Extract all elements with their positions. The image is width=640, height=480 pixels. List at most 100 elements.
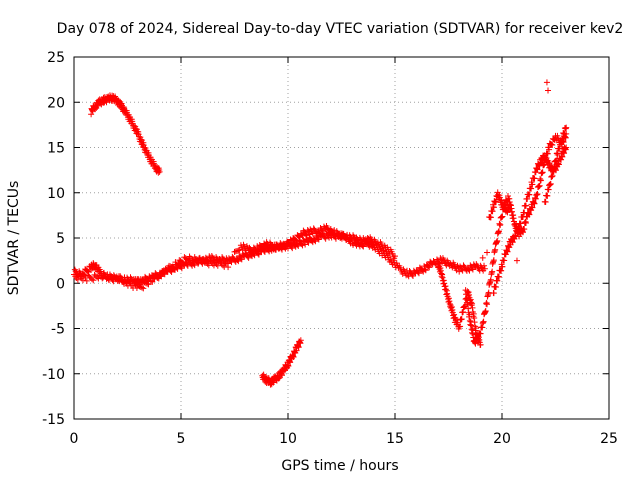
- data-point-arc-4: [99, 275, 106, 282]
- data-point-arc-9: [555, 161, 562, 168]
- data-point-arc-7: [501, 257, 508, 264]
- data-point-arc-4: [282, 242, 289, 249]
- data-point-arc-8: [526, 211, 533, 218]
- data-point-arc-3: [426, 264, 433, 271]
- data-point-arc-4: [154, 274, 161, 281]
- data-point-arc-7: [531, 175, 538, 182]
- data-point-arc-4: [286, 241, 293, 248]
- data-point-arc-3: [422, 267, 429, 274]
- grid-lines: [74, 57, 609, 419]
- data-point-arc-4: [298, 231, 305, 238]
- data-point-arc-3: [314, 235, 321, 242]
- data-point-arc-4: [166, 262, 173, 269]
- data-point-arc-4: [149, 278, 156, 285]
- data-point-arc-6: [480, 318, 487, 325]
- data-point-arc-4: [249, 249, 256, 256]
- data-point-arc-4: [155, 275, 162, 282]
- data-point-outliers: [513, 257, 520, 264]
- data-point-arc-8: [489, 208, 496, 215]
- data-point-arc-4: [158, 270, 165, 277]
- data-point-arc-4: [169, 264, 176, 271]
- data-point-arc-4: [273, 246, 280, 253]
- data-point-arc-6: [477, 330, 484, 337]
- data-point-arc-2: [293, 347, 300, 354]
- data-point-arc-4: [139, 284, 146, 291]
- data-point-arc-6: [494, 237, 501, 244]
- data-point-arc-9: [549, 172, 556, 179]
- data-point-arc-4: [150, 273, 157, 280]
- data-point-arc-6: [474, 338, 481, 345]
- data-point-arc-2: [297, 337, 304, 344]
- data-point-arc-3: [305, 239, 312, 246]
- data-point-arc-4: [223, 260, 230, 267]
- data-point-arc-3: [295, 242, 302, 249]
- data-point-arc-3: [421, 266, 428, 273]
- y-tick-label: -5: [51, 322, 65, 338]
- data-point-arc-4: [135, 282, 142, 289]
- data-point-arc-8: [529, 204, 536, 211]
- data-point-arc-6: [492, 246, 499, 253]
- data-point-outliers: [484, 249, 491, 256]
- data-point-arc-4: [183, 255, 190, 262]
- data-point-arc-8: [534, 191, 541, 198]
- data-point-arc-3: [315, 236, 322, 243]
- data-point-arc-4: [159, 270, 166, 277]
- data-point-arc-4: [260, 246, 267, 253]
- data-point-arc-4: [392, 253, 398, 260]
- y-tick-label: 15: [47, 141, 65, 157]
- data-point-arc-3: [415, 270, 422, 277]
- data-point-arc-3: [409, 273, 416, 280]
- data-point-arc-3: [191, 262, 198, 269]
- y-tick-label: -15: [42, 412, 65, 428]
- data-point-arc-3: [294, 241, 301, 248]
- x-tick-label: 5: [177, 431, 186, 447]
- data-point-arc-2: [285, 362, 292, 369]
- data-point-arc-3: [481, 262, 488, 269]
- data-point-arc-8: [536, 182, 543, 189]
- data-point-arc-4: [364, 235, 371, 241]
- data-point-arc-4: [180, 259, 187, 266]
- y-tick-label: 5: [56, 231, 65, 247]
- data-point-arc-4: [151, 273, 158, 280]
- data-point-arc-4: [359, 242, 366, 249]
- data-point-arc-3: [235, 258, 242, 265]
- data-point-arc-2: [270, 379, 277, 386]
- data-point-arc-4: [144, 280, 151, 287]
- data-point-arc-8: [537, 177, 544, 184]
- data-point-arc-4: [172, 259, 179, 266]
- data-point-arc-4: [230, 255, 237, 262]
- data-point-arc-3: [312, 238, 319, 245]
- data-point-arc-8: [490, 204, 497, 211]
- data-point-arc-4: [348, 235, 355, 242]
- data-point-arc-3: [302, 241, 309, 248]
- data-point-arc-3: [178, 264, 184, 271]
- data-point-arc-7: [534, 166, 541, 173]
- data-point-arc-7: [499, 263, 506, 270]
- data-point-arc-3: [234, 256, 241, 263]
- data-point-arc-6: [466, 311, 473, 318]
- x-tick-label: 15: [386, 431, 404, 447]
- data-point-arc-4: [146, 275, 153, 282]
- data-point-arc-8: [549, 141, 556, 148]
- data-point-arc-8: [528, 207, 535, 214]
- data-point-arc-8: [539, 169, 546, 176]
- y-tick-label: 25: [47, 50, 65, 66]
- data-point-arc-8: [521, 226, 528, 233]
- data-point-arc-6: [497, 221, 504, 228]
- data-point-arc-7: [496, 273, 503, 280]
- data-point-arc-3: [415, 269, 422, 276]
- data-point-arc-7: [506, 244, 513, 251]
- data-point-arc-7: [529, 181, 536, 188]
- data-point-arc-5: [442, 286, 449, 293]
- data-point-arc-3: [299, 242, 306, 249]
- data-point-arc-4: [173, 261, 180, 268]
- data-point-arc-5: [472, 325, 479, 332]
- data-point-arc-4: [299, 233, 306, 240]
- data-point-arc-4: [83, 277, 90, 284]
- data-point-arc-8: [543, 156, 550, 163]
- data-point-arc-4: [319, 227, 326, 234]
- data-point-arc-9: [547, 180, 554, 187]
- chart-title: Day 078 of 2024, Sidereal Day-to-day VTE…: [57, 21, 624, 37]
- x-tick-label: 25: [600, 431, 618, 447]
